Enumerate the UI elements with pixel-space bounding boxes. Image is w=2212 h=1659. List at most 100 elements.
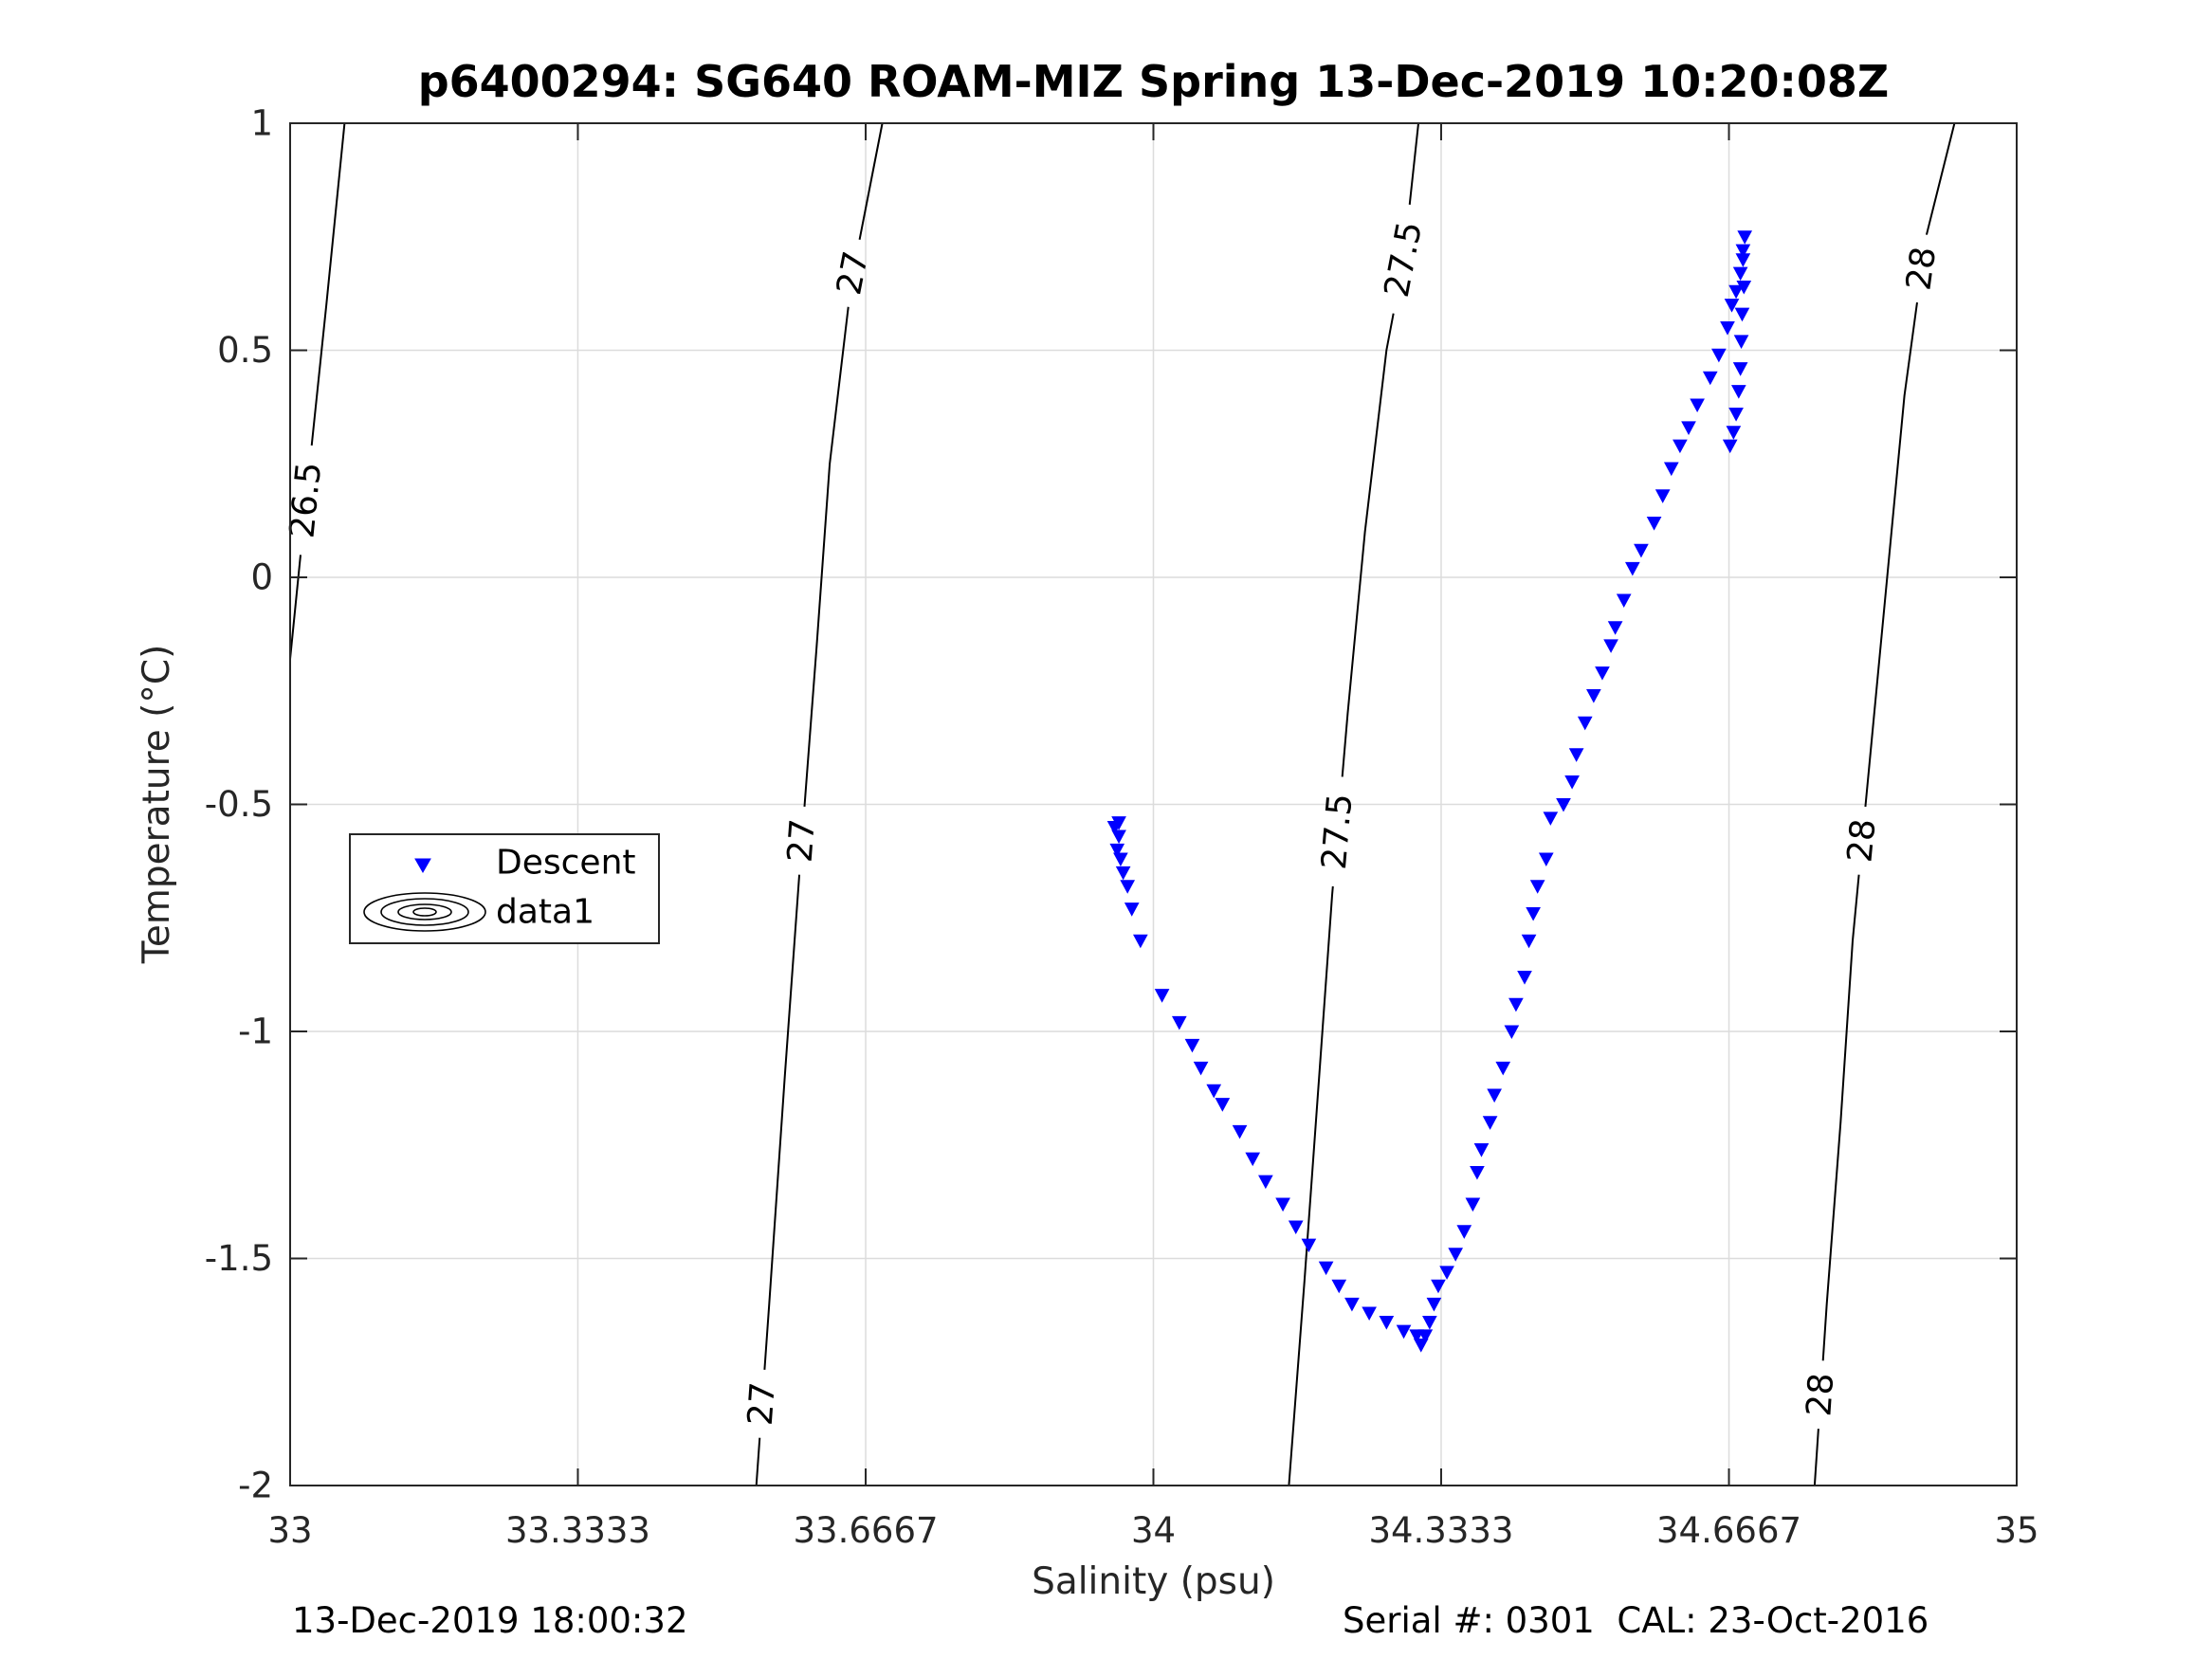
data-point: [1690, 398, 1705, 413]
footer-timestamp: 13-Dec-2019 18:00:32: [292, 1600, 688, 1641]
data-point: [1568, 748, 1584, 762]
contour-line: [755, 122, 884, 1486]
data-point: [1732, 266, 1748, 282]
contour-line: [1813, 122, 1956, 1486]
data-point: [1728, 284, 1744, 300]
data-point: [1663, 462, 1679, 477]
data-point: [1538, 852, 1554, 867]
legend-box: [349, 833, 660, 944]
y-tick-label: 0: [250, 557, 273, 598]
y-tick-label: -1.5: [205, 1238, 273, 1279]
data-point: [1735, 253, 1751, 267]
data-point: [1111, 830, 1126, 845]
data-point: [1728, 408, 1744, 422]
data-point: [1448, 1248, 1464, 1262]
data-point: [1171, 1015, 1187, 1030]
legend-descent-label: Descent: [496, 844, 636, 883]
data-point: [1607, 621, 1623, 635]
data-point: [1344, 1297, 1360, 1312]
contour-line: [289, 122, 346, 660]
contour-ring: [412, 907, 437, 917]
data-point: [1564, 775, 1580, 790]
data-point: [1720, 321, 1735, 336]
data-point: [1595, 666, 1610, 681]
data-point: [1120, 880, 1136, 894]
legend-data1-label: data1: [496, 893, 594, 932]
data-point: [1577, 716, 1593, 731]
data-point: [1508, 997, 1524, 1012]
data-point: [1526, 906, 1541, 921]
data-point: [1106, 820, 1123, 835]
data-point: [1673, 439, 1688, 454]
data-point: [1521, 934, 1537, 949]
contour-label: 27.5: [1315, 793, 1361, 871]
data-point: [1431, 1279, 1446, 1294]
data-point: [1470, 1165, 1485, 1180]
data-point: [1681, 421, 1696, 435]
data-point: [1732, 362, 1748, 376]
data-point: [1154, 989, 1170, 1003]
contour-label: 27: [741, 1380, 783, 1427]
y-tick-label: 1: [250, 103, 273, 144]
data-point: [1193, 1061, 1209, 1076]
data-point: [1543, 811, 1559, 826]
data-point: [1439, 1266, 1454, 1280]
data-point: [1517, 971, 1532, 985]
legend: Descent data1: [349, 833, 660, 944]
data-point: [1113, 852, 1128, 867]
contour-28: 28 28 28: [1800, 122, 1956, 1486]
x-axis-label: Salinity (psu): [1032, 1560, 1275, 1603]
data-point: [1654, 489, 1671, 503]
contour-ring: [363, 892, 486, 932]
y-tick-label: -1: [238, 1012, 273, 1052]
data-point: [1634, 543, 1649, 558]
data-point: [1624, 561, 1640, 576]
data-point: [1734, 307, 1750, 322]
data-point: [1646, 517, 1662, 531]
data-point: [1616, 593, 1632, 609]
data-point: [1711, 348, 1727, 363]
contour-label: 27: [830, 248, 876, 299]
y-tick-label: 0.5: [217, 330, 273, 371]
chart-title: p6400294: SG640 ROAM-MIZ Spring 13-Dec-2…: [418, 56, 1890, 107]
data-point: [1301, 1238, 1317, 1253]
contour-ring: [397, 903, 452, 921]
data-point: [1258, 1175, 1273, 1190]
data-point: [1396, 1324, 1412, 1340]
data-point: [1379, 1316, 1395, 1330]
data-point: [1504, 1025, 1520, 1040]
data-point: [1736, 280, 1752, 295]
ticks: [289, 122, 2018, 1486]
data-point: [1109, 843, 1125, 858]
data-point: [1487, 1088, 1502, 1103]
grid: [290, 123, 2017, 1486]
x-tick-label: 33.3333: [505, 1510, 650, 1551]
contour-27: 27 27 27: [741, 122, 884, 1486]
data-point: [1586, 689, 1601, 703]
data-point: [1288, 1220, 1304, 1235]
data-point: [1426, 1297, 1442, 1312]
y-tick-label: -2: [238, 1466, 273, 1506]
data-point: [1456, 1225, 1472, 1239]
data-point: [1232, 1124, 1248, 1139]
contour-label: 28: [1899, 245, 1944, 293]
footer-serial-cal: Serial #: 0301 CAL: 23-Oct-2016: [1343, 1600, 1929, 1641]
data-point: [1529, 880, 1545, 894]
contour-line: [1288, 122, 1419, 1486]
contour-label: 27: [781, 817, 823, 864]
data-point: [1318, 1261, 1334, 1276]
data-point: [1115, 866, 1131, 881]
data-point: [1422, 1316, 1437, 1330]
legend-descent-marker: [414, 858, 431, 874]
x-tick-label: 35: [1994, 1510, 2038, 1551]
data-point: [1184, 1038, 1200, 1053]
data-point: [1417, 1329, 1434, 1343]
data-point: [1473, 1143, 1490, 1158]
data-point: [1245, 1152, 1261, 1167]
data-point: [1482, 1116, 1498, 1130]
data-point: [1206, 1084, 1222, 1099]
data-point: [1730, 385, 1746, 399]
data-point: [1726, 426, 1742, 440]
x-tick-label: 34.6667: [1656, 1510, 1801, 1551]
